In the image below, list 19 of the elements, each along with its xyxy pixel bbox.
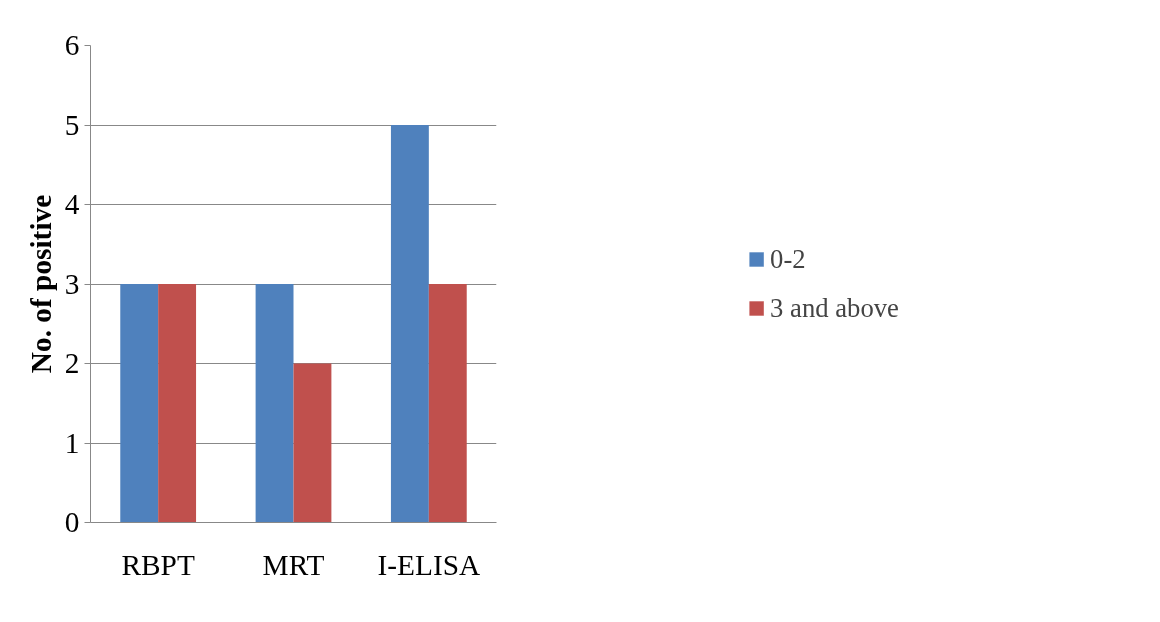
x-tick-label: RBPT — [121, 548, 195, 581]
bar — [390, 125, 429, 523]
legend-label: 3 and above — [770, 292, 899, 324]
bar — [120, 284, 159, 523]
y-tick-label: 4 — [64, 188, 80, 220]
y-tick-label: 6 — [64, 29, 80, 61]
bar — [428, 284, 467, 523]
y-tick-label: 0 — [64, 506, 80, 538]
y-axis-title: No. of positive — [24, 194, 57, 374]
bar — [293, 363, 332, 523]
legend-label: 0-2 — [770, 243, 806, 275]
y-tick-label: 2 — [64, 347, 80, 379]
x-tick-label: I-ELISA — [377, 548, 481, 581]
y-tick-label: 3 — [64, 267, 80, 300]
y-tick-label: 5 — [64, 108, 80, 141]
bar — [158, 284, 197, 523]
x-tick-label: MRT — [262, 548, 325, 581]
y-tick-label: 1 — [64, 426, 80, 459]
bar — [255, 284, 294, 523]
